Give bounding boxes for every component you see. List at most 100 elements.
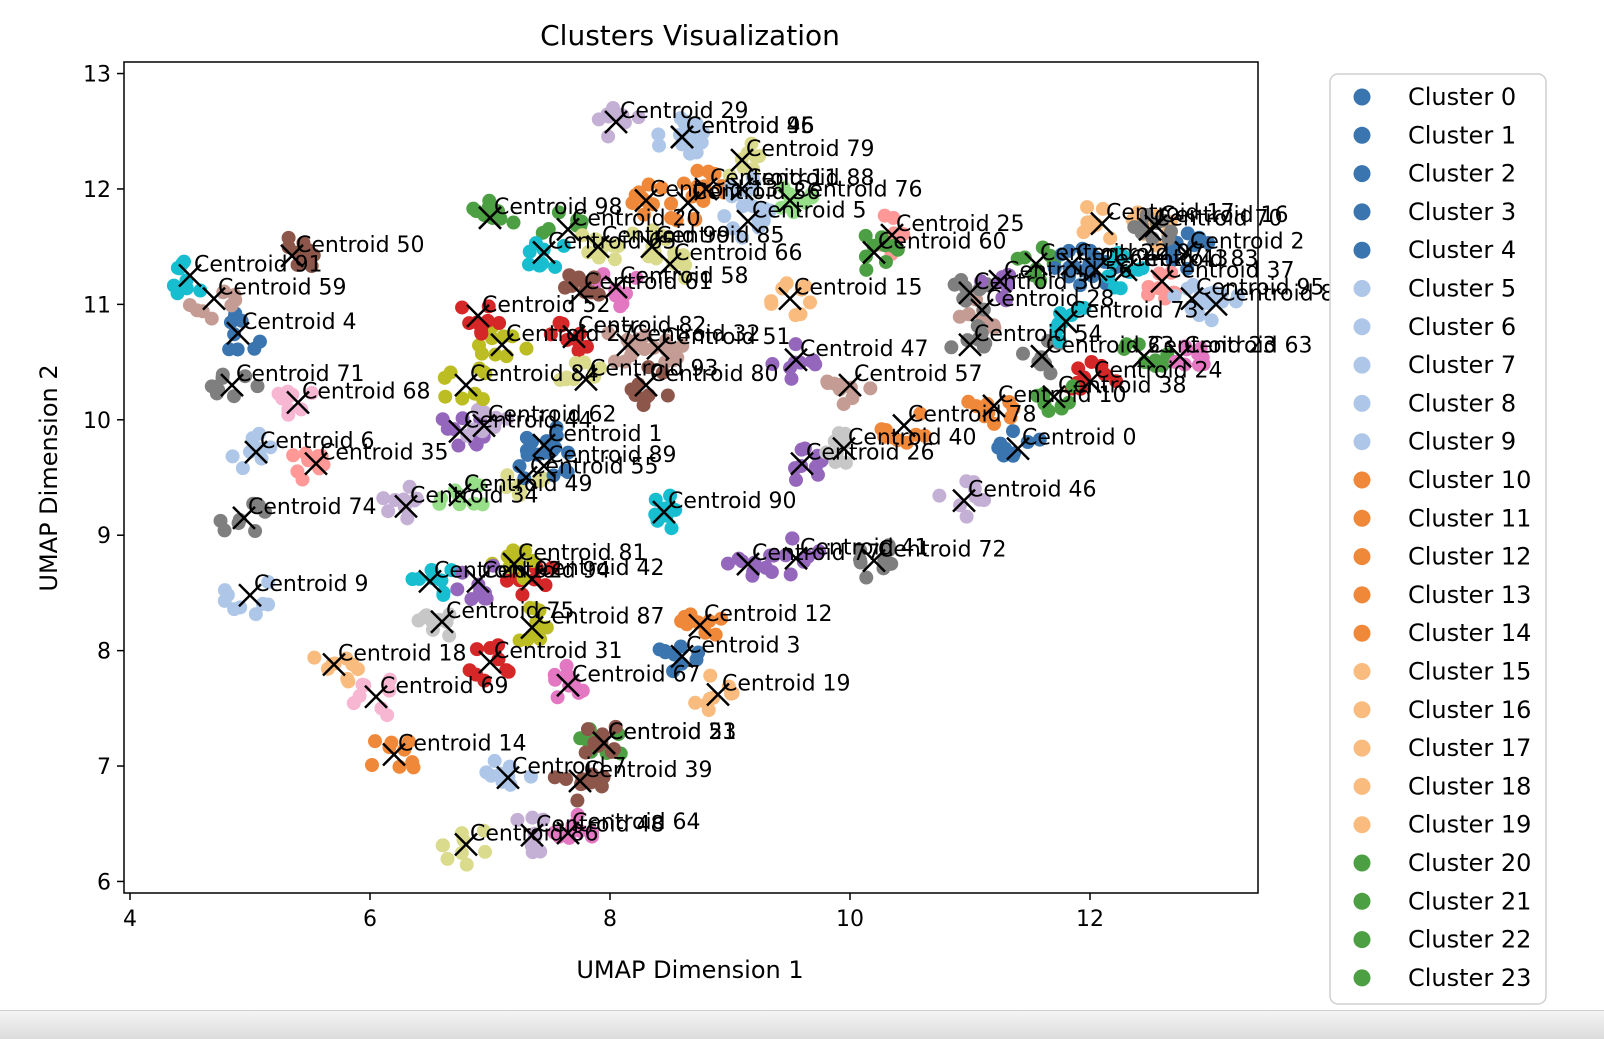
cluster-point — [224, 298, 239, 313]
x-tick-label: 8 — [603, 907, 617, 932]
cluster-point — [487, 753, 502, 768]
cluster-point — [462, 663, 477, 678]
cluster-point — [364, 758, 379, 773]
cluster-point — [478, 844, 493, 859]
centroid-label: Centroid 48 — [536, 812, 665, 837]
centroid-label: Centroid 7 — [512, 755, 627, 780]
cluster-point — [689, 133, 704, 148]
cluster-point — [574, 777, 589, 792]
centroid-marker — [520, 615, 544, 640]
centroid-label: Centroid 2 — [1190, 229, 1305, 254]
cluster-point — [1003, 410, 1018, 425]
centroid-label: Centroid 53 — [608, 720, 737, 745]
centroid-marker — [862, 548, 886, 573]
cluster-point — [227, 602, 242, 617]
cluster-point — [172, 261, 187, 276]
centroid-marker — [1054, 309, 1078, 334]
centroid-label: Centroid 71 — [236, 362, 365, 387]
cluster-point — [961, 307, 976, 322]
chart-legend: Cluster 0 Cluster 1 Cluster 2 Cluster 3 Clus… — [1329, 73, 1547, 1005]
cluster-point — [314, 449, 329, 464]
centroid-marker — [574, 367, 598, 392]
centroid-label: Centroid 91 — [194, 253, 323, 278]
cluster-point — [437, 370, 452, 385]
y-tick-label: 7 — [97, 755, 111, 780]
centroid-label: Centroid 73 — [1070, 299, 1199, 324]
cluster-point — [1080, 200, 1095, 215]
cluster-point — [491, 638, 506, 653]
legend-marker — [1353, 509, 1371, 527]
cluster-point — [527, 572, 542, 587]
legend-label: Cluster 19 — [1408, 811, 1531, 839]
cluster-point — [1180, 226, 1195, 241]
cluster-point — [608, 719, 623, 734]
centroid-marker — [778, 286, 802, 311]
centroid-label: Centroid 68 — [302, 379, 431, 404]
cluster-point — [636, 398, 651, 413]
cluster-point — [350, 662, 365, 677]
legend-label: Cluster 23 — [1408, 964, 1531, 992]
cluster-point — [464, 592, 479, 607]
cluster-point — [810, 467, 825, 482]
centroid-marker — [514, 465, 538, 490]
centroid-label: Centroid 61 — [584, 270, 713, 295]
centroid-marker — [226, 321, 250, 346]
cluster-point — [1047, 260, 1062, 275]
centroid-label: Centroid 86 — [470, 822, 599, 847]
cluster-point — [625, 226, 640, 241]
cluster-point — [451, 438, 466, 453]
centroid-label: Centroid 70 — [1154, 206, 1283, 231]
cluster-point — [889, 227, 904, 242]
cluster-point — [631, 110, 646, 125]
cluster-point — [1097, 367, 1112, 382]
centroid-label: Centroid 14 — [398, 732, 527, 757]
cluster-point — [527, 601, 542, 616]
cluster-point — [523, 769, 538, 784]
cluster-point — [793, 307, 808, 322]
legend-item: Cluster 8 — [1353, 389, 1516, 417]
cluster-point — [454, 845, 469, 860]
legend-marker — [1353, 548, 1371, 566]
cluster-point — [472, 361, 487, 376]
centroid-label: Centroid 9 — [254, 572, 369, 597]
cluster-point — [601, 326, 616, 341]
legend-marker — [1353, 624, 1371, 642]
cluster-point — [1180, 261, 1195, 276]
legend-marker — [1353, 816, 1371, 834]
legend-item: Cluster 3 — [1353, 198, 1516, 226]
centroid-label: Centroid 25 — [896, 212, 1025, 237]
cluster-point — [434, 573, 449, 588]
cluster-point — [549, 420, 564, 435]
centroid-label: Centroid 52 — [482, 293, 611, 318]
legend-marker — [1353, 969, 1371, 987]
centroid-label: Centroid 72 — [878, 538, 1007, 563]
legend-marker — [1353, 126, 1371, 144]
cluster-point — [1032, 432, 1047, 447]
centroid-label: Centroid 35 — [320, 441, 449, 466]
cluster-point — [1193, 341, 1208, 356]
centroid-marker — [1042, 384, 1066, 409]
centroid-marker — [1180, 286, 1204, 311]
cluster-point — [1119, 337, 1134, 352]
cluster-point — [570, 807, 585, 822]
centroid-marker — [1144, 214, 1168, 238]
cluster-point — [803, 295, 818, 310]
cluster-point — [479, 765, 494, 780]
cluster-point — [304, 258, 319, 273]
cluster-point — [764, 294, 779, 309]
centroid-marker — [202, 286, 226, 311]
cluster-point — [518, 543, 533, 558]
y-tick-label: 12 — [83, 178, 111, 203]
x-tick-label: 12 — [1076, 907, 1104, 932]
cluster-point — [209, 379, 224, 394]
centroid-label: Centroid 1 — [548, 422, 663, 447]
centroid-label: Centroid 43 — [1100, 247, 1229, 272]
cluster-point — [1030, 388, 1045, 403]
cluster-point — [1026, 268, 1041, 283]
centroid-label: Centroid 79 — [746, 137, 875, 162]
cluster-point — [714, 611, 729, 626]
cluster-point — [536, 812, 551, 827]
cluster-point — [488, 347, 503, 362]
centroid-marker — [1090, 211, 1114, 236]
cluster-point — [808, 357, 823, 372]
